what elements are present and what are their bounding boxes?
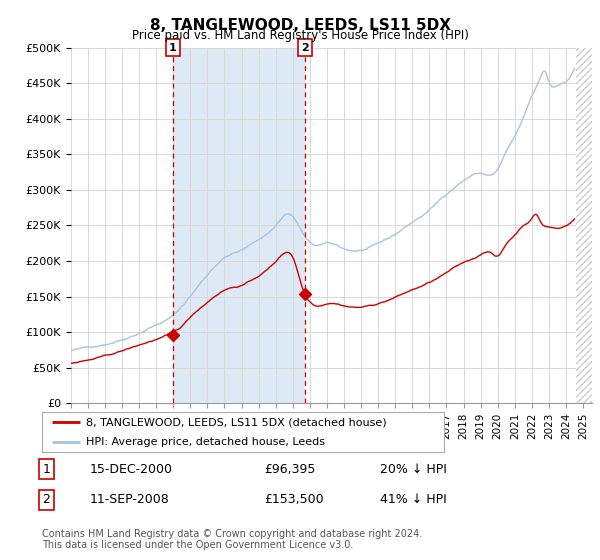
- Text: £153,500: £153,500: [264, 493, 323, 506]
- Text: 15-DEC-2000: 15-DEC-2000: [89, 463, 173, 476]
- Text: 8, TANGLEWOOD, LEEDS, LS11 5DX (detached house): 8, TANGLEWOOD, LEEDS, LS11 5DX (detached…: [86, 417, 387, 427]
- Bar: [576, 48, 592, 403]
- Text: 8, TANGLEWOOD, LEEDS, LS11 5DX: 8, TANGLEWOOD, LEEDS, LS11 5DX: [149, 18, 451, 33]
- Text: 20% ↓ HPI: 20% ↓ HPI: [380, 463, 447, 476]
- Text: 11-SEP-2008: 11-SEP-2008: [89, 493, 169, 506]
- Text: 2: 2: [42, 493, 50, 506]
- Text: £96,395: £96,395: [264, 463, 315, 476]
- Text: 41% ↓ HPI: 41% ↓ HPI: [380, 493, 446, 506]
- Text: This data is licensed under the Open Government Licence v3.0.: This data is licensed under the Open Gov…: [42, 540, 353, 550]
- Text: 1: 1: [169, 43, 176, 53]
- Text: Contains HM Land Registry data © Crown copyright and database right 2024.: Contains HM Land Registry data © Crown c…: [42, 529, 422, 539]
- Text: 1: 1: [42, 463, 50, 476]
- Text: Price paid vs. HM Land Registry's House Price Index (HPI): Price paid vs. HM Land Registry's House …: [131, 29, 469, 42]
- Bar: [173, 48, 305, 403]
- Text: 2: 2: [301, 43, 308, 53]
- Text: HPI: Average price, detached house, Leeds: HPI: Average price, detached house, Leed…: [86, 437, 325, 447]
